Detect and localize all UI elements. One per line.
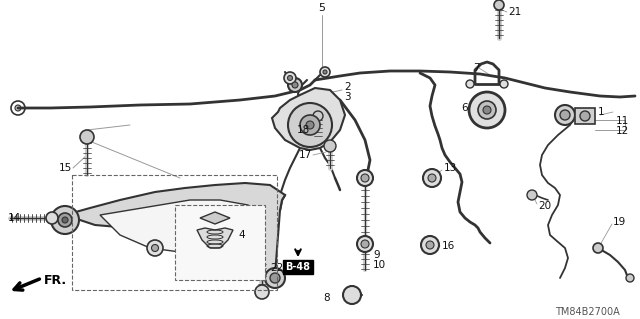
Text: 18: 18 xyxy=(297,125,310,135)
Circle shape xyxy=(483,106,491,114)
Circle shape xyxy=(555,105,575,125)
Circle shape xyxy=(343,286,361,304)
Text: 14: 14 xyxy=(8,213,21,223)
Circle shape xyxy=(270,273,280,283)
Circle shape xyxy=(324,140,336,152)
Bar xyxy=(175,205,265,280)
Bar xyxy=(283,260,313,274)
Circle shape xyxy=(593,243,603,253)
Text: 21: 21 xyxy=(508,7,521,17)
Polygon shape xyxy=(197,228,233,248)
Circle shape xyxy=(421,236,439,254)
Bar xyxy=(72,175,277,290)
Circle shape xyxy=(51,206,79,234)
Polygon shape xyxy=(100,200,262,255)
Text: 11: 11 xyxy=(616,116,629,126)
Text: 3: 3 xyxy=(344,92,351,102)
Text: 16: 16 xyxy=(442,241,455,251)
Polygon shape xyxy=(272,88,345,150)
Circle shape xyxy=(46,212,58,224)
Circle shape xyxy=(494,0,504,10)
Circle shape xyxy=(357,170,373,186)
Text: 15: 15 xyxy=(59,163,72,173)
Text: TM84B2700A: TM84B2700A xyxy=(556,307,620,317)
Circle shape xyxy=(288,103,332,147)
Text: B-48: B-48 xyxy=(285,262,310,272)
Circle shape xyxy=(255,285,269,299)
Circle shape xyxy=(423,169,441,187)
Circle shape xyxy=(300,115,320,135)
Text: 8: 8 xyxy=(323,293,330,303)
Circle shape xyxy=(15,105,21,111)
Circle shape xyxy=(361,174,369,182)
Text: 9: 9 xyxy=(373,250,380,260)
Circle shape xyxy=(426,241,434,249)
Circle shape xyxy=(361,240,369,248)
Circle shape xyxy=(265,268,285,288)
Circle shape xyxy=(500,80,508,88)
Circle shape xyxy=(306,121,314,129)
Circle shape xyxy=(284,72,296,84)
Circle shape xyxy=(292,82,298,88)
Circle shape xyxy=(527,190,537,200)
Text: 13: 13 xyxy=(444,163,457,173)
Text: 1: 1 xyxy=(598,107,605,117)
Text: 19: 19 xyxy=(613,217,627,227)
Circle shape xyxy=(466,80,474,88)
Circle shape xyxy=(287,76,292,80)
Circle shape xyxy=(58,213,72,227)
Text: 22: 22 xyxy=(270,263,284,273)
Circle shape xyxy=(478,101,496,119)
Circle shape xyxy=(62,217,68,223)
Circle shape xyxy=(323,70,327,74)
Text: 5: 5 xyxy=(319,3,326,13)
Circle shape xyxy=(469,92,505,128)
Circle shape xyxy=(560,110,570,120)
Circle shape xyxy=(152,244,159,251)
Circle shape xyxy=(80,130,94,144)
Circle shape xyxy=(208,258,222,272)
Polygon shape xyxy=(65,183,285,275)
Text: 6: 6 xyxy=(461,103,468,113)
Text: 4: 4 xyxy=(238,230,244,240)
Circle shape xyxy=(626,274,634,282)
Text: 17: 17 xyxy=(299,150,312,160)
Circle shape xyxy=(580,111,590,121)
Text: 12: 12 xyxy=(616,126,629,136)
Circle shape xyxy=(320,67,330,77)
Text: 7: 7 xyxy=(474,63,480,73)
Text: FR.: FR. xyxy=(44,273,67,286)
Text: 2: 2 xyxy=(344,82,351,92)
Text: 10: 10 xyxy=(373,260,386,270)
Polygon shape xyxy=(200,212,230,224)
Circle shape xyxy=(357,236,373,252)
Bar xyxy=(575,108,595,124)
Circle shape xyxy=(288,78,302,92)
Circle shape xyxy=(313,111,323,121)
Circle shape xyxy=(428,174,436,182)
Circle shape xyxy=(147,240,163,256)
Text: 20: 20 xyxy=(538,201,551,211)
